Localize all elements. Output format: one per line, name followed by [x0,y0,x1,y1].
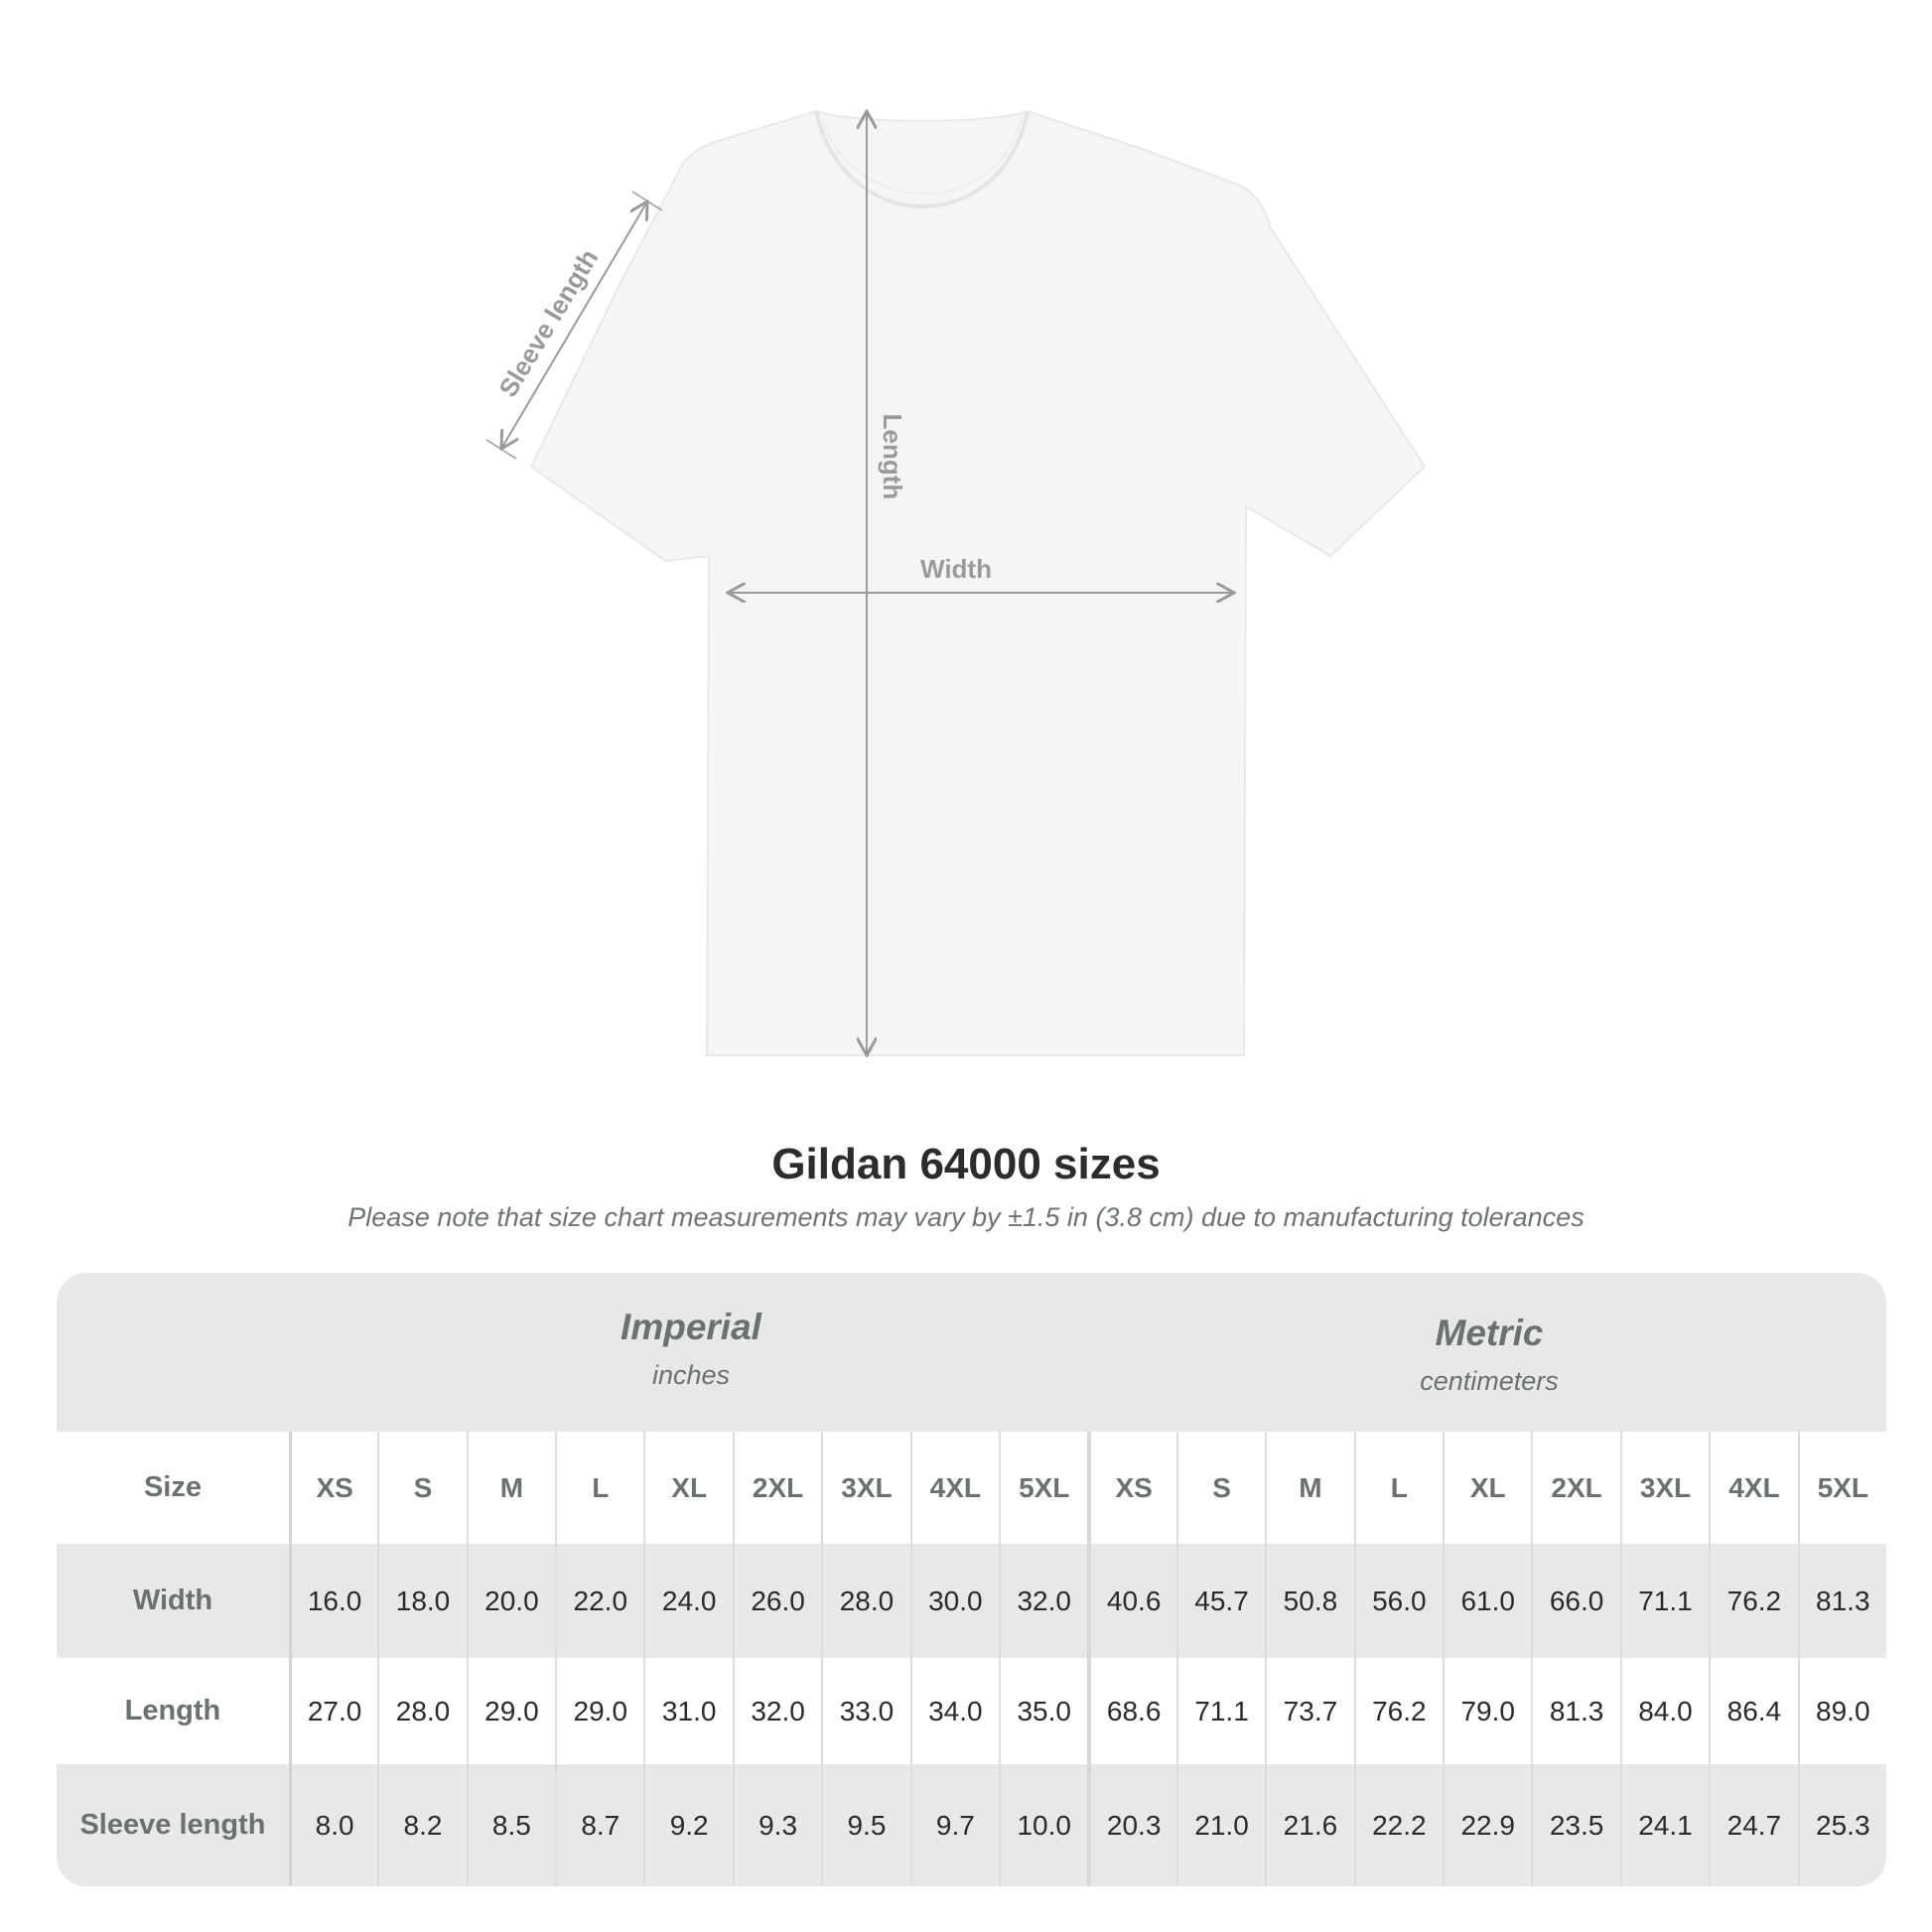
size-header: XL [1443,1432,1531,1544]
metric-value: 84.0 [1619,1658,1709,1764]
metric-value: 20.3 [1087,1764,1175,1886]
row-label: Length [124,1695,221,1726]
metric-value: 89.0 [1797,1658,1886,1764]
size-header: XL [643,1432,732,1544]
imperial-value: 26.0 [732,1544,821,1658]
table-row: Width 16.0 18.0 20.0 22.0 24.0 26.0 28.0 30.0 32.… [57,1544,1886,1658]
tolerance-note: Please note that size chart measurements… [347,1202,1585,1232]
size-header: 5XL [1797,1432,1886,1544]
size-header: M [1265,1432,1353,1544]
row-label: Width [132,1585,213,1616]
metric-value: 61.0 [1443,1544,1531,1658]
imperial-header: Imperial inches [290,1273,1092,1432]
imperial-value: 28.0 [821,1544,909,1658]
metric-header: Metric centimeters [1092,1273,1886,1432]
imperial-value: 29.0 [555,1658,643,1764]
metric-value: 22.9 [1443,1764,1531,1886]
page-title: Gildan 64000 sizes [771,1140,1161,1188]
size-header-row: Size XS S M L XL 2XL 3XL 4XL 5XL XS S M L XL 2XL 3XL 4XL 5… [57,1432,1886,1544]
size-header: 5XL [999,1432,1087,1544]
imperial-value: 9.5 [821,1764,909,1886]
metric-value: 50.8 [1265,1544,1353,1658]
metric-value: 21.0 [1175,1764,1265,1886]
imperial-value: 18.0 [377,1544,466,1658]
imperial-value: 20.0 [466,1544,555,1658]
imperial-value: 9.3 [732,1764,821,1886]
metric-value: 56.0 [1353,1544,1443,1658]
metric-unit: centimeters [1420,1366,1559,1396]
size-header: 4XL [909,1432,999,1544]
size-header: 4XL [1709,1432,1797,1544]
row-label: Size [143,1471,202,1503]
imperial-value: 22.0 [555,1544,643,1658]
metric-value: 81.3 [1531,1658,1619,1764]
metric-value: 73.7 [1265,1658,1353,1764]
width-label: Width [920,554,992,584]
imperial-value: 29.0 [466,1658,555,1764]
length-label: Length [878,414,907,500]
metric-value: 40.6 [1087,1544,1175,1658]
imperial-value: 35.0 [999,1658,1087,1764]
metric-value: 76.2 [1709,1544,1797,1658]
metric-value: 81.3 [1797,1544,1886,1658]
imperial-value: 8.2 [377,1764,466,1886]
imperial-value: 33.0 [821,1658,909,1764]
sleeve-arrow [501,202,647,449]
size-header: M [466,1432,555,1544]
table-row: Sleeve length 8.0 8.2 8.5 8.7 9.2 9.3 9.5 9.7 10.… [57,1764,1886,1886]
size-header: L [555,1432,643,1544]
metric-value: 24.1 [1619,1764,1709,1886]
metric-value: 68.6 [1087,1658,1175,1764]
imperial-value: 24.0 [643,1544,732,1658]
imperial-value: 9.7 [909,1764,999,1886]
imperial-value: 10.0 [999,1764,1087,1886]
metric-value: 22.2 [1353,1764,1443,1886]
imperial-value: 27.0 [288,1658,377,1764]
metric-value: 24.7 [1709,1764,1797,1886]
imperial-value: 31.0 [643,1658,732,1764]
metric-value: 79.0 [1443,1658,1531,1764]
size-header: XS [1087,1432,1175,1544]
metric-value: 21.6 [1265,1764,1353,1886]
size-header: 2XL [732,1432,821,1544]
tshirt-diagram: Width Length Sleeve length [485,0,1427,1092]
metric-value: 76.2 [1353,1658,1443,1764]
metric-value: 25.3 [1797,1764,1886,1886]
row-label: Sleeve length [79,1809,266,1841]
imperial-value: 8.5 [466,1764,555,1886]
size-header: 3XL [821,1432,909,1544]
metric-value: 23.5 [1531,1764,1619,1886]
metric-value: 66.0 [1531,1544,1619,1658]
imperial-unit: inches [651,1360,731,1390]
metric-value: 71.1 [1619,1544,1709,1658]
metric-value: 45.7 [1175,1544,1265,1658]
metric-value: 71.1 [1175,1658,1265,1764]
size-header: L [1353,1432,1443,1544]
imperial-value: 16.0 [288,1544,377,1658]
size-header: XS [288,1432,377,1544]
imperial-value: 9.2 [643,1764,732,1886]
metric-value: 86.4 [1709,1658,1797,1764]
size-table: Imperial inches Metric centimeters Size X… [57,1273,1886,1886]
imperial-value: 34.0 [909,1658,999,1764]
size-header: S [377,1432,466,1544]
size-header: S [1175,1432,1265,1544]
imperial-value: 8.0 [288,1764,377,1886]
imperial-value: 8.7 [555,1764,643,1886]
imperial-value: 30.0 [909,1544,999,1658]
metric-label: Metric [1435,1312,1544,1353]
imperial-value: 32.0 [732,1658,821,1764]
size-header: 2XL [1531,1432,1619,1544]
imperial-value: 32.0 [999,1544,1087,1658]
imperial-label: Imperial [621,1307,761,1347]
size-header: 3XL [1619,1432,1709,1544]
table-row: Length 27.0 28.0 29.0 29.0 31.0 32.0 33.0 34.0 35… [57,1658,1886,1764]
imperial-value: 28.0 [377,1658,466,1764]
